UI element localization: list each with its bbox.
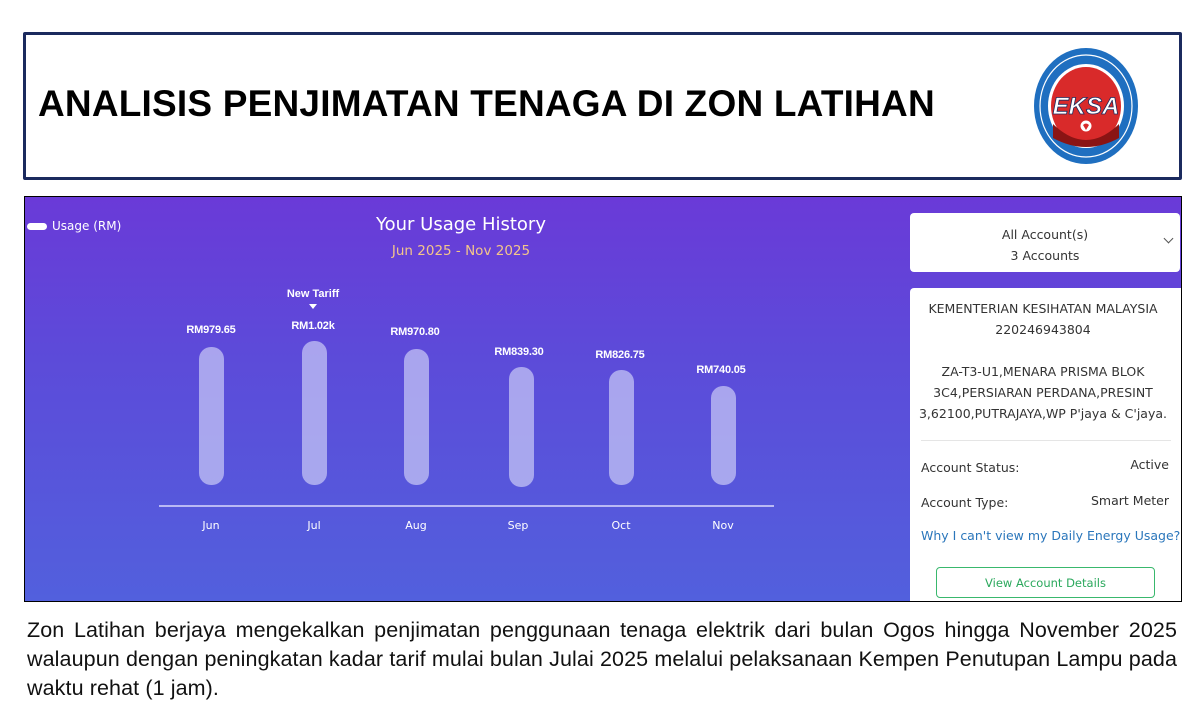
page-title: ANALISIS PENJIMATAN TENAGA DI ZON LATIHA… [38, 83, 935, 124]
address-line: 3,62100,PUTRAJAYA,WP P'jaya & C'jaya. [918, 406, 1167, 421]
account-selector-dropdown[interactable]: All Account(s) 3 Accounts [910, 213, 1180, 272]
new-tariff-annotation: New Tariff [286, 288, 340, 300]
account-address: ZA-T3-U1,MENARA PRISMA BLOK 3C4,PERSIARA… [910, 361, 1176, 424]
analysis-caption: Zon Latihan berjaya mengekalkan penjimat… [27, 618, 1177, 700]
eksa-logo: EKSA [1034, 48, 1138, 164]
legend-swatch-icon [27, 222, 47, 230]
caret-down-icon [309, 304, 317, 309]
legend-label: Usage (RM) [52, 219, 122, 233]
bar-jul[interactable] [302, 341, 327, 485]
account-selector-count: 3 Accounts [1010, 248, 1080, 263]
chart-legend[interactable]: Usage (RM) [27, 219, 121, 233]
account-status-label: Account Status: [921, 460, 1020, 475]
bar-oct[interactable] [609, 370, 634, 485]
bar-value-label: RM839.30 [494, 346, 544, 358]
address-line: ZA-T3-U1,MENARA PRISMA BLOK [941, 364, 1145, 379]
x-tick-label: Oct [611, 519, 631, 532]
bar-value-label: RM1.02k [291, 320, 335, 332]
chart-subtitle: Jun 2025 - Nov 2025 [391, 243, 531, 259]
x-tick-label: Jun [202, 519, 220, 532]
bar-sep[interactable] [509, 367, 534, 487]
x-tick-label: Nov [712, 519, 734, 532]
divider [921, 440, 1171, 441]
account-type-label: Account Type: [921, 495, 1009, 510]
bar-value-label: RM826.75 [595, 349, 645, 361]
usage-chart: Usage (RM) Your Usage History Jun 2025 -… [25, 197, 1181, 601]
account-selector-label: All Account(s) [1001, 227, 1089, 242]
usage-panel: Usage (RM) Your Usage History Jun 2025 -… [24, 196, 1182, 602]
account-type-value: Smart Meter [1091, 493, 1169, 508]
account-status-value: Active [1130, 457, 1169, 472]
x-tick-label: Sep [507, 519, 529, 532]
bar-aug[interactable] [404, 349, 429, 485]
bar-value-label: RM979.65 [186, 324, 236, 336]
bar-value-label: RM970.80 [390, 326, 440, 338]
view-account-details-button[interactable]: View Account Details [936, 567, 1155, 598]
bar-value-label: RM740.05 [696, 364, 746, 376]
chart-title: Your Usage History [376, 214, 546, 235]
organization-name: KEMENTERIAN KESIHATAN MALAYSIA [928, 301, 1158, 316]
x-tick-label: Aug [405, 519, 427, 532]
svg-text:EKSA: EKSA [1053, 93, 1120, 120]
account-number: 220246943804 [995, 322, 1091, 337]
address-line: 3C4,PERSIARAN PERDANA,PRESINT [933, 385, 1153, 400]
x-axis-line [159, 505, 774, 507]
title-banner: ANALISIS PENJIMATAN TENAGA DI ZON LATIHA… [23, 32, 1182, 180]
bar-jun[interactable] [199, 347, 224, 485]
account-card: KEMENTERIAN KESIHATAN MALAYSIA 220246943… [910, 288, 1181, 601]
daily-usage-help-link[interactable]: Why I can't view my Daily Energy Usage? [921, 528, 1181, 543]
bar-nov[interactable] [711, 386, 736, 485]
x-tick-label: Jul [307, 519, 321, 532]
